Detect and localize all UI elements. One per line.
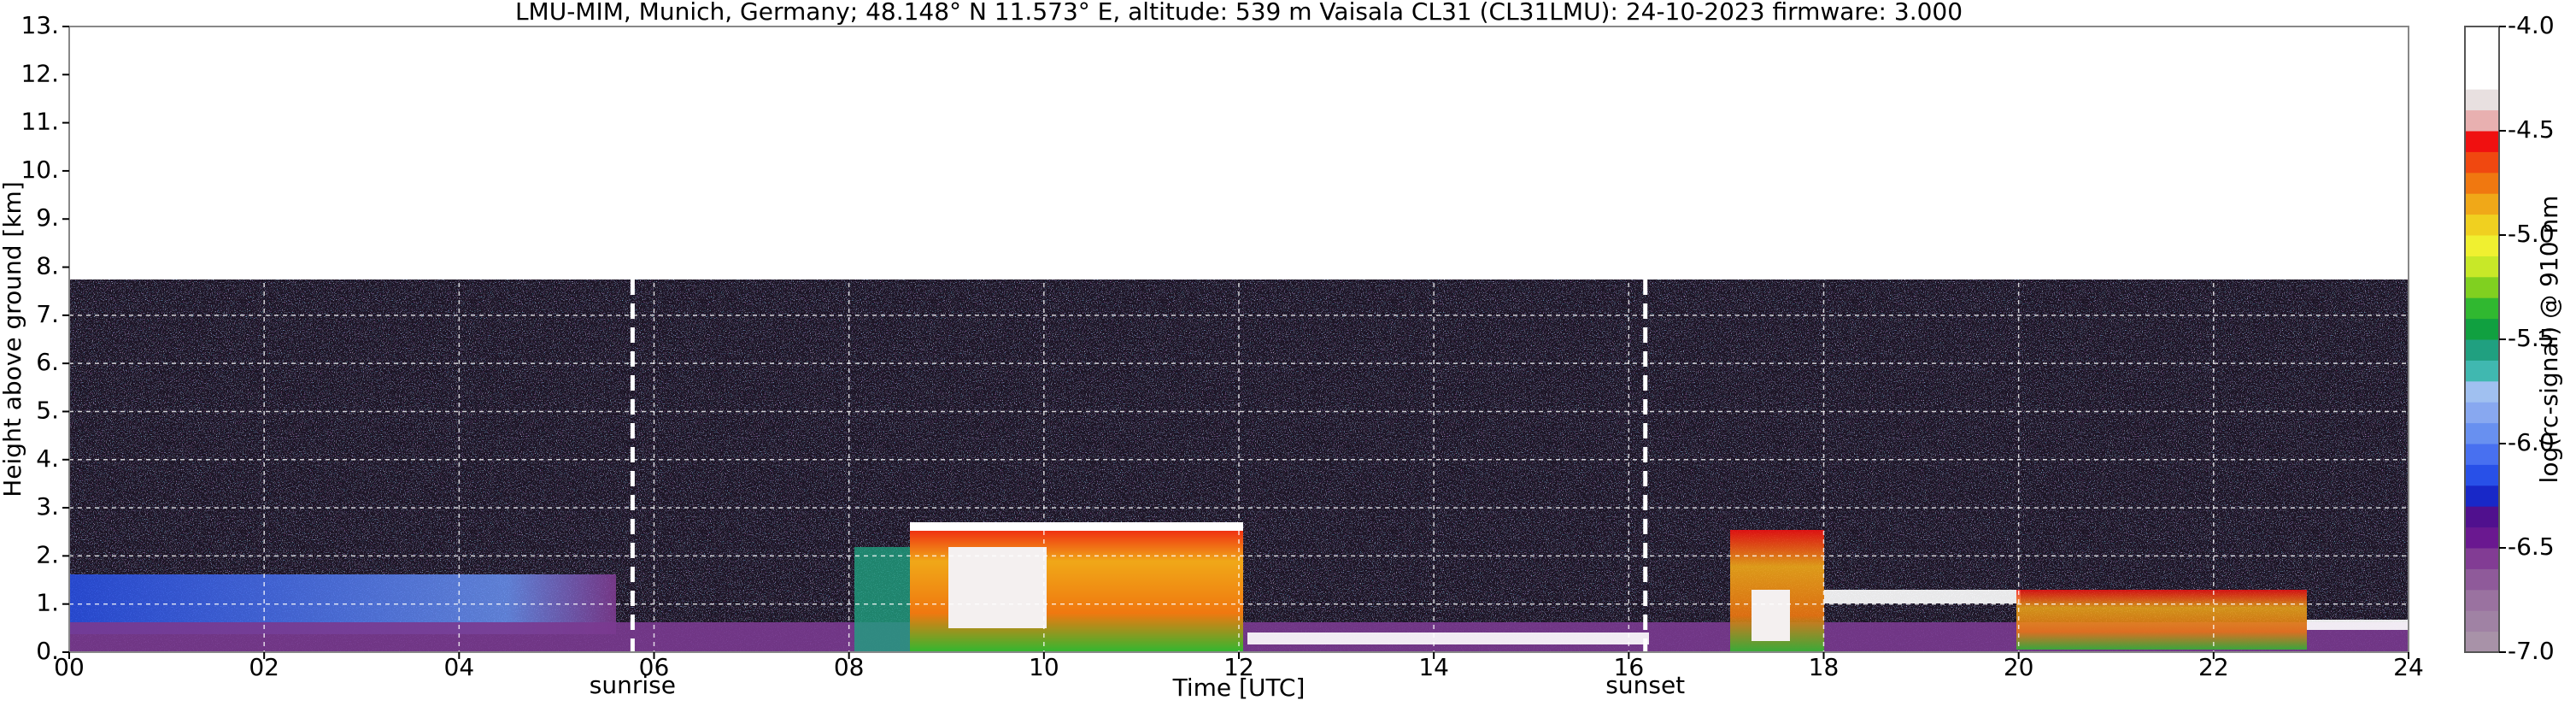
y-tick-label: 8. [36, 252, 59, 280]
y-tick-label: 4. [36, 444, 59, 473]
colorbar-tick-label: -5.5 [2508, 324, 2555, 352]
y-tick-label: 10. [21, 156, 59, 184]
x-tick-label: 08 [834, 653, 865, 681]
colorbar-segment [2465, 193, 2499, 215]
y-tick-label: 0. [36, 637, 59, 665]
colorbar-segment [2465, 235, 2499, 256]
colorbar-segment [2465, 172, 2499, 194]
colorbar-segment [2465, 444, 2499, 465]
colorbar-segment [2465, 506, 2499, 528]
x-tick-label: 10 [1029, 653, 1059, 681]
colorbar-segment [2465, 464, 2499, 486]
colorbar-segment [2465, 360, 2499, 382]
chart-title: LMU-MIM, Munich, Germany; 48.148° N 11.5… [515, 0, 1963, 26]
y-tick-label: 1. [36, 589, 59, 617]
x-tick-label: 14 [1418, 653, 1449, 681]
colorbar-segment [2465, 527, 2499, 549]
colorbar-segment [2465, 47, 2499, 69]
colorbar-segment [2465, 131, 2499, 152]
colorbar-segment [2465, 485, 2499, 507]
colorbar-tick-label: -6.5 [2508, 532, 2555, 561]
y-tick-label: 13. [21, 11, 59, 39]
colorbar-label: log(rc-signal) @ 910 nm [2535, 196, 2563, 484]
colorbar-tick-label: -5.0 [2508, 220, 2555, 248]
colorbar-tick-label: -4.5 [2508, 115, 2555, 144]
colorbar-segment [2465, 548, 2499, 569]
colorbar-segment [2465, 151, 2499, 174]
colorbar-segment [2465, 109, 2499, 132]
colorbar-segment [2465, 380, 2499, 403]
colorbar-segment [2465, 89, 2499, 111]
x-tick-label: 12 [1223, 653, 1254, 681]
colorbar-segment [2465, 610, 2499, 632]
x-tick-label: 16 [1614, 653, 1645, 681]
colorbar-segment [2465, 589, 2499, 611]
annotation-label: sunrise [590, 671, 676, 699]
colorbar-segment [2465, 256, 2499, 278]
colorbar-segment [2465, 631, 2499, 653]
colorbar-segment [2465, 214, 2499, 236]
x-tick-label: 24 [2393, 653, 2424, 681]
colorbar-segment [2465, 568, 2499, 591]
y-tick-label: 9. [36, 203, 59, 232]
annotation-label: sunset [1605, 671, 1685, 699]
y-tick-label: 5. [36, 396, 59, 424]
y-tick-label: 11. [21, 108, 59, 136]
colorbar-segment [2465, 339, 2499, 361]
y-tick-label: 2. [36, 540, 59, 568]
colorbar-segment [2465, 276, 2499, 298]
colorbar-segment [2465, 297, 2499, 320]
colorbar-segment [2465, 26, 2499, 48]
colorbar-segment [2465, 402, 2499, 424]
y-tick-label: 6. [36, 348, 59, 376]
y-tick-label: 3. [36, 492, 59, 521]
x-tick-label: 00 [54, 653, 85, 681]
y-tick-label: 12. [21, 59, 59, 87]
y-tick-label: 7. [36, 300, 59, 328]
x-tick-label: 02 [249, 653, 279, 681]
colorbar-tick-label: -7.0 [2508, 637, 2555, 665]
x-tick-label: 20 [2004, 653, 2034, 681]
colorbar-segment [2465, 68, 2499, 90]
x-tick-label: 22 [2198, 653, 2229, 681]
x-tick-label: 06 [639, 653, 670, 681]
colorbar-tick-label: -6.0 [2508, 428, 2555, 456]
x-tick-label: 18 [1809, 653, 1840, 681]
colorbar-segment [2465, 422, 2499, 444]
y-axis-label: Height above ground [km] [0, 181, 26, 497]
colorbar-segment [2465, 318, 2499, 340]
colorbar-tick-label: -4.0 [2508, 11, 2555, 39]
x-axis-label: Time [UTC] [1172, 674, 1306, 702]
x-tick-label: 04 [444, 653, 475, 681]
